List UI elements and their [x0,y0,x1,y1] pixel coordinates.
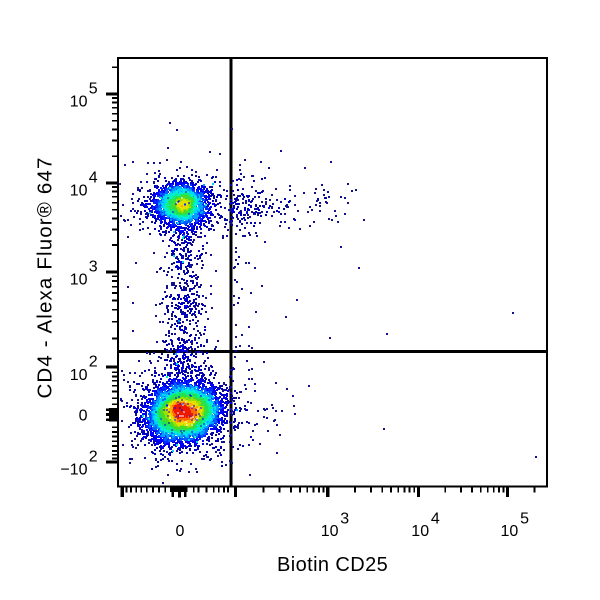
svg-text:10: 10 [70,272,88,289]
svg-text:10: 10 [321,523,339,540]
svg-text:−10: −10 [60,462,87,479]
svg-text:5: 5 [520,510,529,527]
svg-text:10: 10 [70,183,88,200]
svg-text:3: 3 [89,258,98,275]
svg-text:Biotin CD25: Biotin CD25 [277,554,388,576]
svg-text:0: 0 [175,523,184,540]
svg-text:5: 5 [89,80,98,97]
svg-text:2: 2 [89,448,98,465]
svg-text:10: 10 [70,94,88,111]
svg-text:3: 3 [340,510,349,527]
svg-text:10: 10 [501,523,519,540]
svg-text:4: 4 [89,169,98,186]
svg-text:4: 4 [431,510,440,527]
svg-text:CD4 - Alexa Fluor® 647: CD4 - Alexa Fluor® 647 [34,156,57,398]
svg-text:10: 10 [70,367,88,384]
svg-text:0: 0 [79,407,88,424]
svg-text:10: 10 [411,523,429,540]
svg-text:2: 2 [89,354,98,371]
